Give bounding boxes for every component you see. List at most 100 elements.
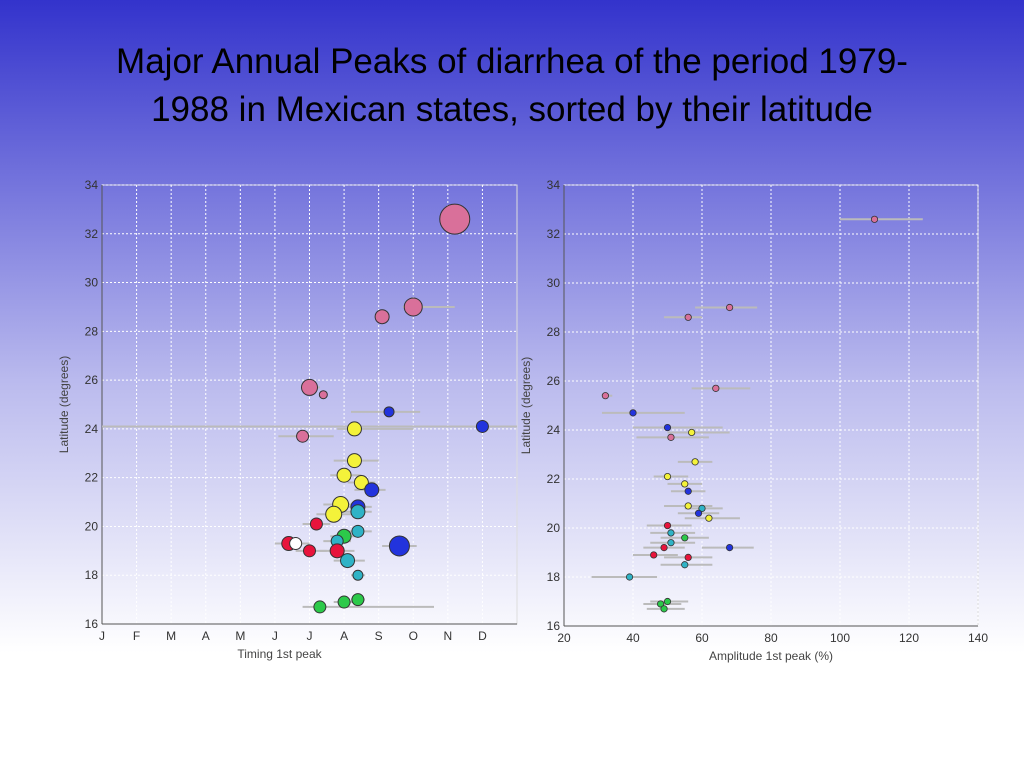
data-point — [350, 504, 366, 520]
data-point — [725, 543, 734, 552]
data-point — [663, 472, 672, 481]
data-point — [667, 529, 675, 537]
x-tick-label: M — [166, 629, 176, 643]
data-point — [313, 600, 327, 614]
data-point — [870, 215, 879, 223]
x-tick-label: 80 — [764, 631, 778, 645]
x-tick-label: F — [133, 629, 140, 643]
x-axis-label: Timing 1st peak — [237, 647, 322, 661]
x-tick-label: 60 — [695, 631, 709, 645]
data-point — [684, 487, 692, 495]
y-tick-label: 30 — [547, 276, 561, 290]
x-tick-label: 40 — [626, 631, 640, 645]
data-point — [325, 505, 343, 523]
data-point — [336, 467, 352, 483]
data-point — [625, 573, 634, 581]
data-point — [383, 406, 395, 418]
data-point — [351, 524, 365, 538]
data-point — [663, 423, 672, 432]
y-tick-label: 30 — [85, 276, 99, 290]
data-point — [352, 569, 364, 581]
slide-title-line-2: 1988 in Mexican states, sorted by their … — [151, 90, 873, 129]
y-tick-label: 34 — [85, 178, 99, 192]
slide-title-line-1: Major Annual Peaks of diarrhea of the pe… — [116, 42, 908, 81]
x-tick-label: D — [478, 629, 487, 643]
data-point — [681, 534, 689, 542]
data-point — [346, 421, 362, 437]
data-point — [353, 475, 369, 491]
y-axis-label: Latitude (degrees) — [519, 357, 533, 454]
y-tick-label: 24 — [85, 422, 99, 436]
data-point — [663, 597, 672, 606]
data-point — [725, 303, 734, 312]
y-axis-label: Latitude (degrees) — [57, 356, 71, 453]
y-tick-label: 34 — [547, 178, 561, 192]
x-tick-label: S — [375, 629, 383, 643]
data-point — [656, 600, 665, 608]
data-point — [660, 605, 668, 613]
data-point — [309, 517, 323, 531]
y-tick-label: 32 — [547, 227, 561, 241]
data-point — [712, 384, 720, 392]
data-point — [681, 480, 689, 488]
data-point — [346, 453, 362, 469]
y-tick-label: 16 — [85, 617, 99, 631]
y-tick-label: 20 — [85, 519, 99, 533]
data-point — [705, 514, 713, 522]
data-point — [296, 429, 310, 443]
data-point — [403, 297, 423, 317]
x-tick-label: J — [307, 629, 313, 643]
data-point — [364, 482, 380, 498]
x-tick-label: 120 — [899, 631, 919, 645]
x-tick-label: A — [202, 629, 210, 643]
data-point — [351, 593, 365, 607]
data-point — [694, 509, 703, 517]
y-tick-label: 20 — [547, 521, 561, 535]
x-tick-label: M — [235, 629, 245, 643]
data-point — [301, 378, 318, 396]
y-tick-label: 28 — [85, 324, 99, 338]
data-point — [684, 502, 692, 510]
data-point — [388, 535, 410, 557]
data-point — [329, 543, 345, 559]
x-tick-label: J — [272, 629, 278, 643]
data-point — [698, 504, 706, 512]
x-tick-label: N — [443, 629, 452, 643]
y-tick-label: 22 — [547, 472, 561, 486]
y-tick-label: 32 — [85, 227, 99, 241]
data-point — [337, 595, 351, 609]
y-tick-label: 22 — [85, 471, 99, 485]
data-point — [289, 537, 303, 551]
y-tick-label: 24 — [547, 423, 561, 437]
data-point — [691, 458, 699, 466]
data-point — [663, 521, 672, 530]
slide-title: Major Annual Peaks of diarrhea of the pe… — [40, 38, 984, 134]
x-tick-label: J — [99, 629, 105, 643]
x-tick-label: A — [340, 629, 348, 643]
y-tick-label: 18 — [547, 570, 561, 584]
y-tick-label: 16 — [547, 619, 561, 633]
data-point — [629, 409, 637, 417]
x-tick-label: 100 — [830, 631, 850, 645]
y-tick-label: 18 — [85, 568, 99, 582]
data-point — [318, 390, 328, 400]
data-point — [667, 539, 675, 547]
x-tick-label: O — [409, 629, 418, 643]
x-tick-label: 140 — [968, 631, 988, 645]
data-point — [650, 551, 658, 559]
data-point — [303, 544, 316, 558]
data-point — [681, 561, 689, 569]
data-point — [684, 313, 692, 321]
data-point — [667, 433, 675, 441]
data-point — [439, 203, 471, 235]
y-tick-label: 28 — [547, 325, 561, 339]
x-axis-label: Amplitude 1st peak (%) — [709, 649, 833, 663]
data-point — [684, 553, 692, 562]
data-point — [374, 309, 390, 325]
y-tick-label: 26 — [547, 374, 561, 388]
data-point — [340, 553, 356, 569]
data-point — [475, 419, 489, 433]
y-tick-label: 26 — [85, 373, 99, 387]
